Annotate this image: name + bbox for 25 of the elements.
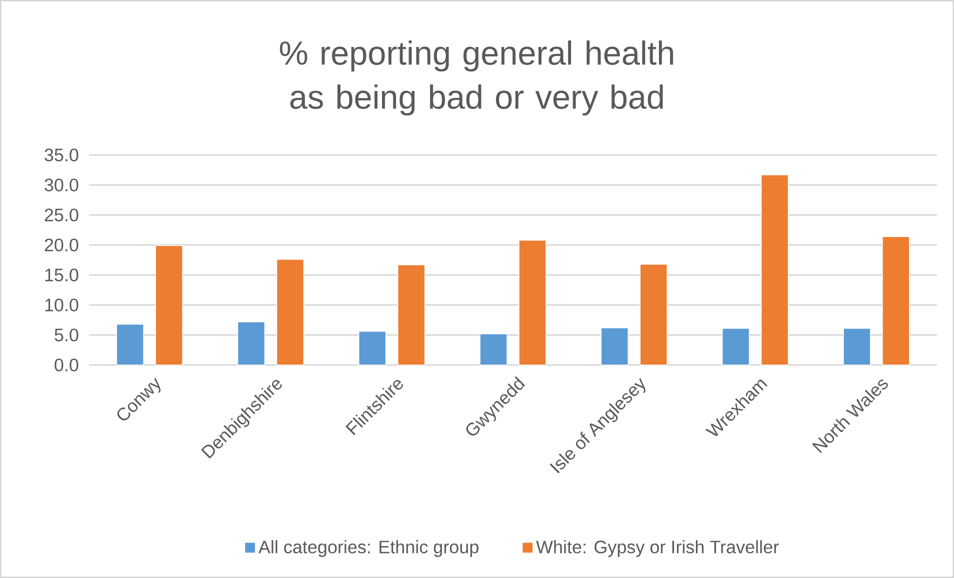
bar <box>397 264 426 366</box>
y-tick-label: 20.0 <box>44 238 78 252</box>
y-tick-label: 30.0 <box>44 178 78 192</box>
y-tick-label: 10.0 <box>45 298 78 312</box>
bar <box>518 240 546 366</box>
bar <box>276 258 304 366</box>
bar <box>237 321 266 366</box>
bar <box>760 174 789 366</box>
bar <box>155 245 183 366</box>
legend-label: All categories: Ethnic group <box>258 540 478 557</box>
bar <box>480 333 508 366</box>
bar <box>116 324 144 366</box>
y-tick-label: 25.0 <box>44 208 78 222</box>
bar <box>722 328 750 366</box>
y-tick-label: 15.0 <box>45 268 78 282</box>
y-tick-label: 0.0 <box>54 358 78 372</box>
bar <box>358 330 386 366</box>
bar <box>600 327 629 366</box>
bar <box>640 264 668 366</box>
y-tick-label: 35.0 <box>44 148 78 162</box>
bar <box>843 328 871 366</box>
chart-title: % reporting general health as being bad or very bad <box>280 40 673 116</box>
y-tick-label: 5.0 <box>54 328 78 342</box>
bar <box>882 236 910 366</box>
legend-label: White: Gypsy or Irish Traveller <box>536 540 779 557</box>
